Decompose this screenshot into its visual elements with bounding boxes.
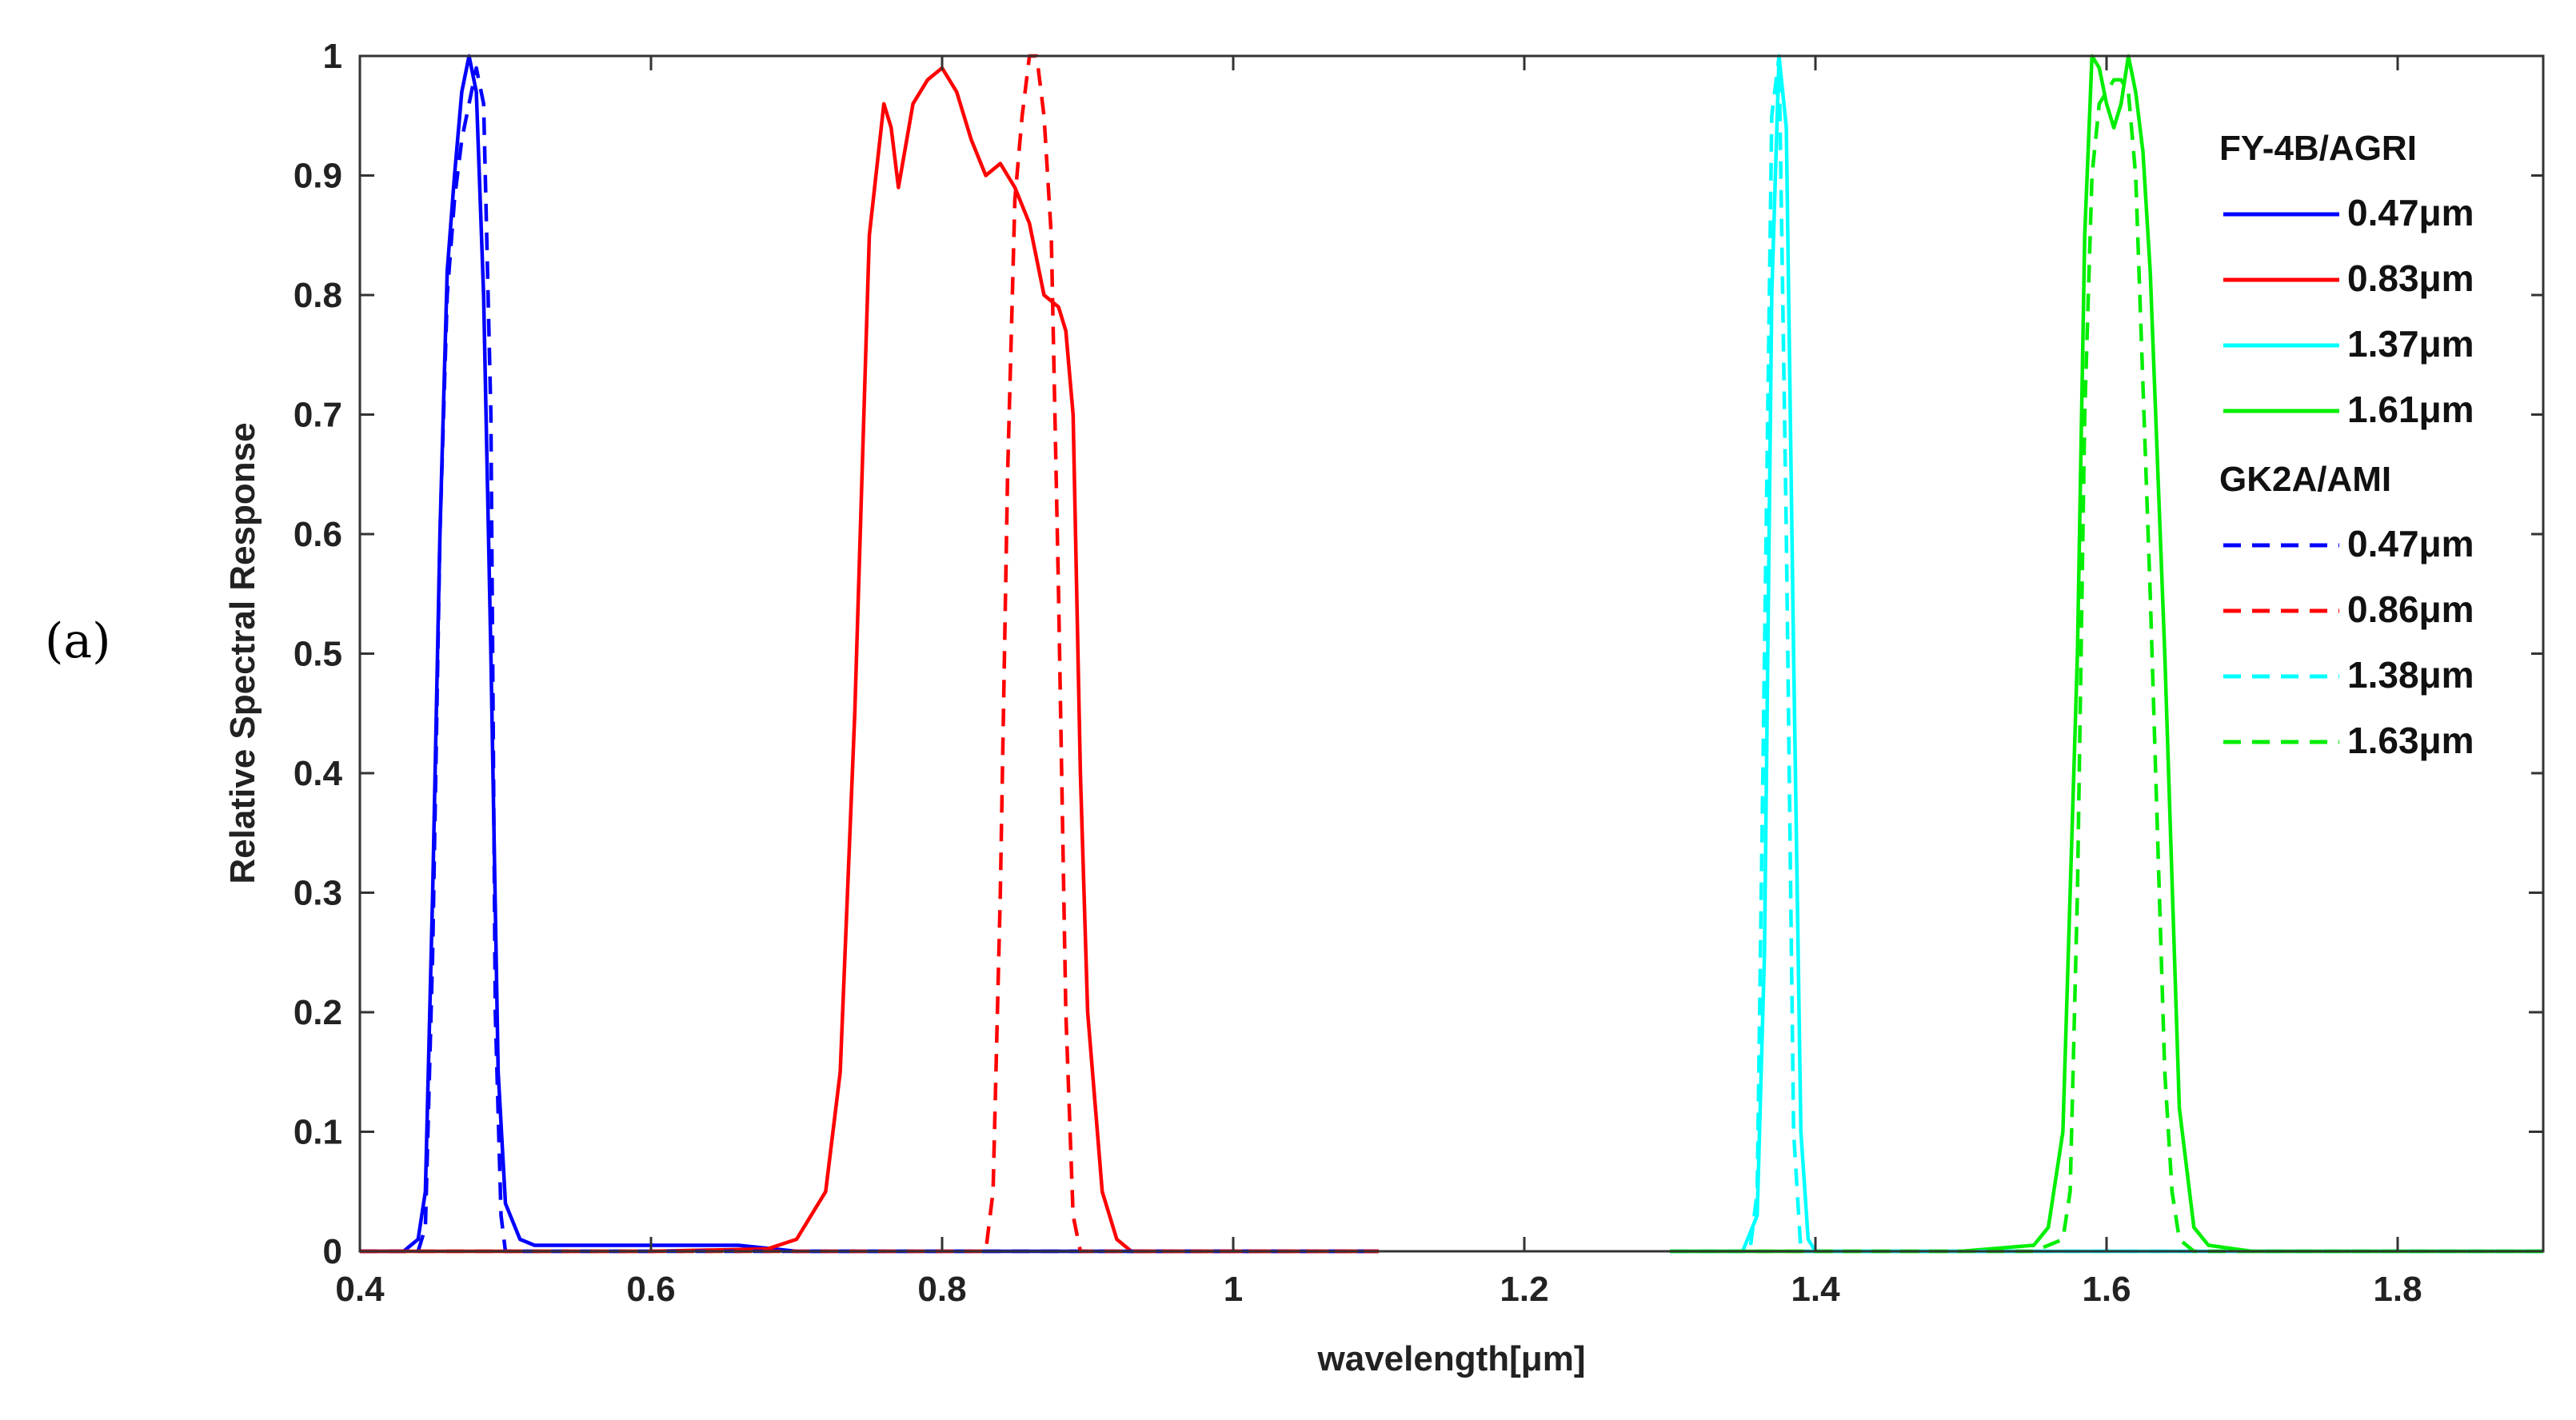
x-tick-label: 1.2 — [1500, 1270, 1548, 1309]
y-tick-label: 0.6 — [294, 515, 342, 554]
x-axis-label: wavelength[μm] — [1317, 1339, 1586, 1378]
x-tick-label: 0.8 — [917, 1270, 966, 1309]
y-tick-label: 0.3 — [294, 874, 342, 913]
y-tick-label: 0.5 — [294, 635, 342, 674]
y-tick-label: 0.7 — [294, 396, 342, 435]
series-line-agri-3 — [1670, 54, 2543, 1254]
legend-label: 0.47μm — [2347, 192, 2474, 233]
x-tick-label: 0.4 — [335, 1270, 385, 1309]
legend-group-title: FY-4B/AGRI — [2219, 129, 2417, 168]
series-line-agri-0 — [360, 54, 1379, 1254]
legend: FY-4B/AGRI 0.47μm 0.83μm 1.37μm 1.61μm GK2A/A… — [2195, 112, 2531, 784]
x-tick-label: 0.6 — [626, 1270, 675, 1309]
y-axis-label: Relative Spectral Response — [223, 422, 262, 884]
y-tick-label: 1 — [323, 37, 342, 76]
panel-label: (a) — [45, 613, 111, 669]
y-tick-label: 0.9 — [294, 157, 342, 196]
x-tick-label: 1.8 — [2373, 1270, 2422, 1309]
legend-label: 0.83μm — [2347, 257, 2474, 299]
series-line-ami-7 — [1670, 78, 2543, 1254]
x-tick-label: 1.6 — [2082, 1270, 2131, 1309]
legend-label: 0.86μm — [2347, 588, 2474, 630]
y-tick-label: 0.8 — [294, 276, 342, 315]
legend-label: 1.38μm — [2347, 654, 2474, 696]
legend-label: 0.47μm — [2347, 523, 2474, 564]
x-tick-label: 1.4 — [1791, 1270, 1840, 1309]
y-tick-label: 0 — [323, 1232, 342, 1271]
legend-label: 1.61μm — [2347, 389, 2474, 430]
legend-label: 1.63μm — [2347, 720, 2474, 761]
series-line-agri-1 — [360, 66, 1379, 1254]
legend-group-title: GK2A/AMI — [2219, 460, 2391, 499]
y-tick-label: 0.2 — [294, 993, 342, 1032]
y-tick-label: 0.4 — [294, 754, 343, 793]
legend-box — [2195, 112, 2531, 784]
legend-label: 1.37μm — [2347, 323, 2474, 365]
x-tick-label: 1 — [1224, 1270, 1243, 1309]
y-tick-label: 0.1 — [294, 1113, 342, 1152]
axis-ticks: 0.4 0.6 0.8 1 1.2 1.4 1.6 1.8 0 0.1 0.2 0.3 0.4 0.5 0.… — [294, 37, 2543, 1309]
